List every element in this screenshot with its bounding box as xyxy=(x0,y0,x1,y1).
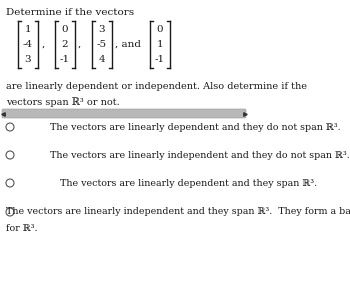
Text: for ℝ³.: for ℝ³. xyxy=(6,224,37,233)
Text: The vectors are linearly independent and they span ℝ³.  They form a basis: The vectors are linearly independent and… xyxy=(6,208,350,217)
Text: -1: -1 xyxy=(60,55,70,64)
FancyBboxPatch shape xyxy=(2,109,246,118)
Text: -4: -4 xyxy=(23,40,33,49)
Text: -1: -1 xyxy=(155,55,165,64)
Text: ,: , xyxy=(42,40,45,49)
Text: ,: , xyxy=(78,40,81,49)
Text: 1: 1 xyxy=(25,25,31,34)
Text: 3: 3 xyxy=(25,55,31,64)
Text: The vectors are linearly independent and they do not span ℝ³.: The vectors are linearly independent and… xyxy=(50,151,350,159)
Text: are linearly dependent or independent. Also determine if the: are linearly dependent or independent. A… xyxy=(6,82,307,91)
Text: The vectors are linearly dependent and they do not span ℝ³.: The vectors are linearly dependent and t… xyxy=(50,122,341,132)
Text: 4: 4 xyxy=(99,55,105,64)
Text: vectors span ℝ³ or not.: vectors span ℝ³ or not. xyxy=(6,97,120,107)
Text: 0: 0 xyxy=(62,25,68,34)
Text: 0: 0 xyxy=(157,25,163,34)
Text: 2: 2 xyxy=(62,40,68,49)
Text: Determine if the vectors: Determine if the vectors xyxy=(6,8,134,17)
Text: 1: 1 xyxy=(157,40,163,49)
Text: The vectors are linearly dependent and they span ℝ³.: The vectors are linearly dependent and t… xyxy=(60,178,317,188)
Text: , and: , and xyxy=(115,40,141,49)
Text: -5: -5 xyxy=(97,40,107,49)
Text: 3: 3 xyxy=(99,25,105,34)
